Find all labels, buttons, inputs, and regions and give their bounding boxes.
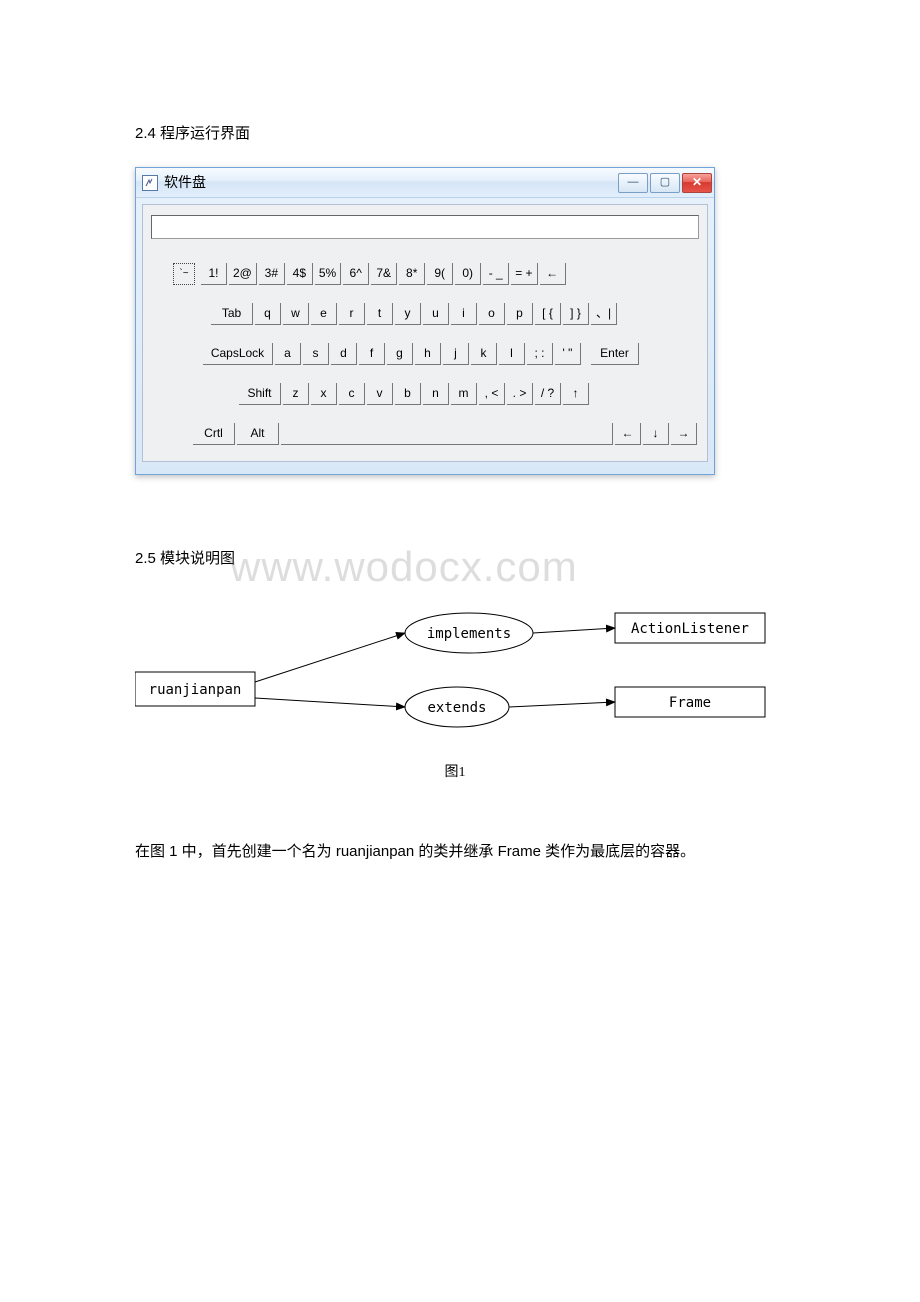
diagram-svg: ruanjianpan ActionListener Frame implements… <box>135 607 775 747</box>
svg-text:ActionListener: ActionListener <box>631 621 749 637</box>
key-tilde[interactable]: `~ <box>173 263 195 285</box>
key[interactable]: s <box>303 343 329 365</box>
key[interactable]: y <box>395 303 421 325</box>
key[interactable]: f <box>359 343 385 365</box>
key[interactable]: a <box>275 343 301 365</box>
section-heading-24: 2.4 程序运行界面 <box>135 120 785 147</box>
keyboard-row-3: CapsLock a s d f g h j k l ; : ' " Enter <box>151 343 699 365</box>
key[interactable]: 、| <box>591 303 617 325</box>
key[interactable]: = + <box>511 263 537 285</box>
app-icon <box>142 175 158 191</box>
window-controls: — ▢ ✕ <box>616 173 712 193</box>
section-heading-25: 2.5 模块说明图 <box>135 545 785 572</box>
titlebar: 软件盘 — ▢ ✕ <box>136 168 714 198</box>
svg-text:ruanjianpan: ruanjianpan <box>149 682 242 698</box>
key[interactable]: 4$ <box>287 263 313 285</box>
key-tab[interactable]: Tab <box>211 303 253 325</box>
module-diagram: ruanjianpan ActionListener Frame implements… <box>135 607 775 785</box>
key-ctrl[interactable]: Crtl <box>193 423 235 445</box>
key[interactable]: ; : <box>527 343 553 365</box>
key-alt[interactable]: Alt <box>237 423 279 445</box>
key[interactable]: k <box>471 343 497 365</box>
key-backspace[interactable]: ← <box>540 263 566 285</box>
key[interactable]: v <box>367 383 393 405</box>
key[interactable]: o <box>479 303 505 325</box>
key[interactable]: 0) <box>455 263 481 285</box>
key[interactable]: z <box>283 383 309 405</box>
key[interactable]: l <box>499 343 525 365</box>
key-left[interactable]: ← <box>615 423 641 445</box>
text-input[interactable] <box>151 215 699 239</box>
key-up[interactable]: ↑ <box>563 383 589 405</box>
key[interactable]: / ? <box>535 383 561 405</box>
key[interactable]: 6^ <box>343 263 369 285</box>
key[interactable]: c <box>339 383 365 405</box>
key-space[interactable] <box>281 423 613 445</box>
key[interactable]: ' " <box>555 343 581 365</box>
key[interactable]: - _ <box>483 263 509 285</box>
key[interactable]: ] } <box>563 303 589 325</box>
key[interactable]: q <box>255 303 281 325</box>
keyboard-row-4: Shift z x c v b n m , < . > / ? ↑ <box>151 383 699 405</box>
key[interactable]: g <box>387 343 413 365</box>
key[interactable]: t <box>367 303 393 325</box>
minimize-button[interactable]: — <box>618 173 648 193</box>
key-down[interactable]: ↓ <box>643 423 669 445</box>
key-right[interactable]: → <box>671 423 697 445</box>
svg-text:implements: implements <box>427 626 511 642</box>
key[interactable]: w <box>283 303 309 325</box>
diagram-caption: 图1 <box>135 760 775 785</box>
keyboard-row-2: Tab q w e r t y u i o p [ { ] } 、| <box>151 303 699 325</box>
svg-text:extends: extends <box>427 700 486 716</box>
key[interactable]: 1! <box>201 263 227 285</box>
section-25-wrap: 2.5 模块说明图 www.wodocx.com <box>135 545 785 572</box>
key[interactable]: 9( <box>427 263 453 285</box>
key[interactable]: p <box>507 303 533 325</box>
key[interactable]: d <box>331 343 357 365</box>
client-area: `~ 1! 2@ 3# 4$ 5% 6^ 7& 8* 9( 0) - _ = +… <box>142 204 708 462</box>
key[interactable]: 8* <box>399 263 425 285</box>
key-enter[interactable]: Enter <box>591 343 639 365</box>
key[interactable]: x <box>311 383 337 405</box>
key-capslock[interactable]: CapsLock <box>203 343 273 365</box>
key[interactable]: j <box>443 343 469 365</box>
key[interactable]: 5% <box>315 263 341 285</box>
key[interactable]: b <box>395 383 421 405</box>
key[interactable]: . > <box>507 383 533 405</box>
keyboard-row-5: Crtl Alt ← ↓ → <box>151 423 699 445</box>
key[interactable]: m <box>451 383 477 405</box>
key[interactable]: n <box>423 383 449 405</box>
key[interactable]: [ { <box>535 303 561 325</box>
key[interactable]: 3# <box>259 263 285 285</box>
body-paragraph: 在图 1 中，首先创建一个名为 ruanjianpan 的类并继承 Frame … <box>135 835 785 868</box>
app-window: 软件盘 — ▢ ✕ `~ 1! 2@ 3# 4$ 5% 6^ 7& 8* 9( … <box>135 167 715 475</box>
key[interactable]: e <box>311 303 337 325</box>
maximize-button[interactable]: ▢ <box>650 173 680 193</box>
keyboard-row-1: `~ 1! 2@ 3# 4$ 5% 6^ 7& 8* 9( 0) - _ = +… <box>151 263 699 285</box>
key[interactable]: u <box>423 303 449 325</box>
window-title: 软件盘 <box>164 170 616 195</box>
key[interactable]: 2@ <box>229 263 257 285</box>
soft-keyboard: `~ 1! 2@ 3# 4$ 5% 6^ 7& 8* 9( 0) - _ = +… <box>151 263 699 445</box>
key[interactable]: h <box>415 343 441 365</box>
svg-text:Frame: Frame <box>669 695 711 711</box>
key[interactable]: r <box>339 303 365 325</box>
key-shift[interactable]: Shift <box>239 383 281 405</box>
key[interactable]: 7& <box>371 263 397 285</box>
close-button[interactable]: ✕ <box>682 173 712 193</box>
key[interactable]: i <box>451 303 477 325</box>
key[interactable]: , < <box>479 383 505 405</box>
